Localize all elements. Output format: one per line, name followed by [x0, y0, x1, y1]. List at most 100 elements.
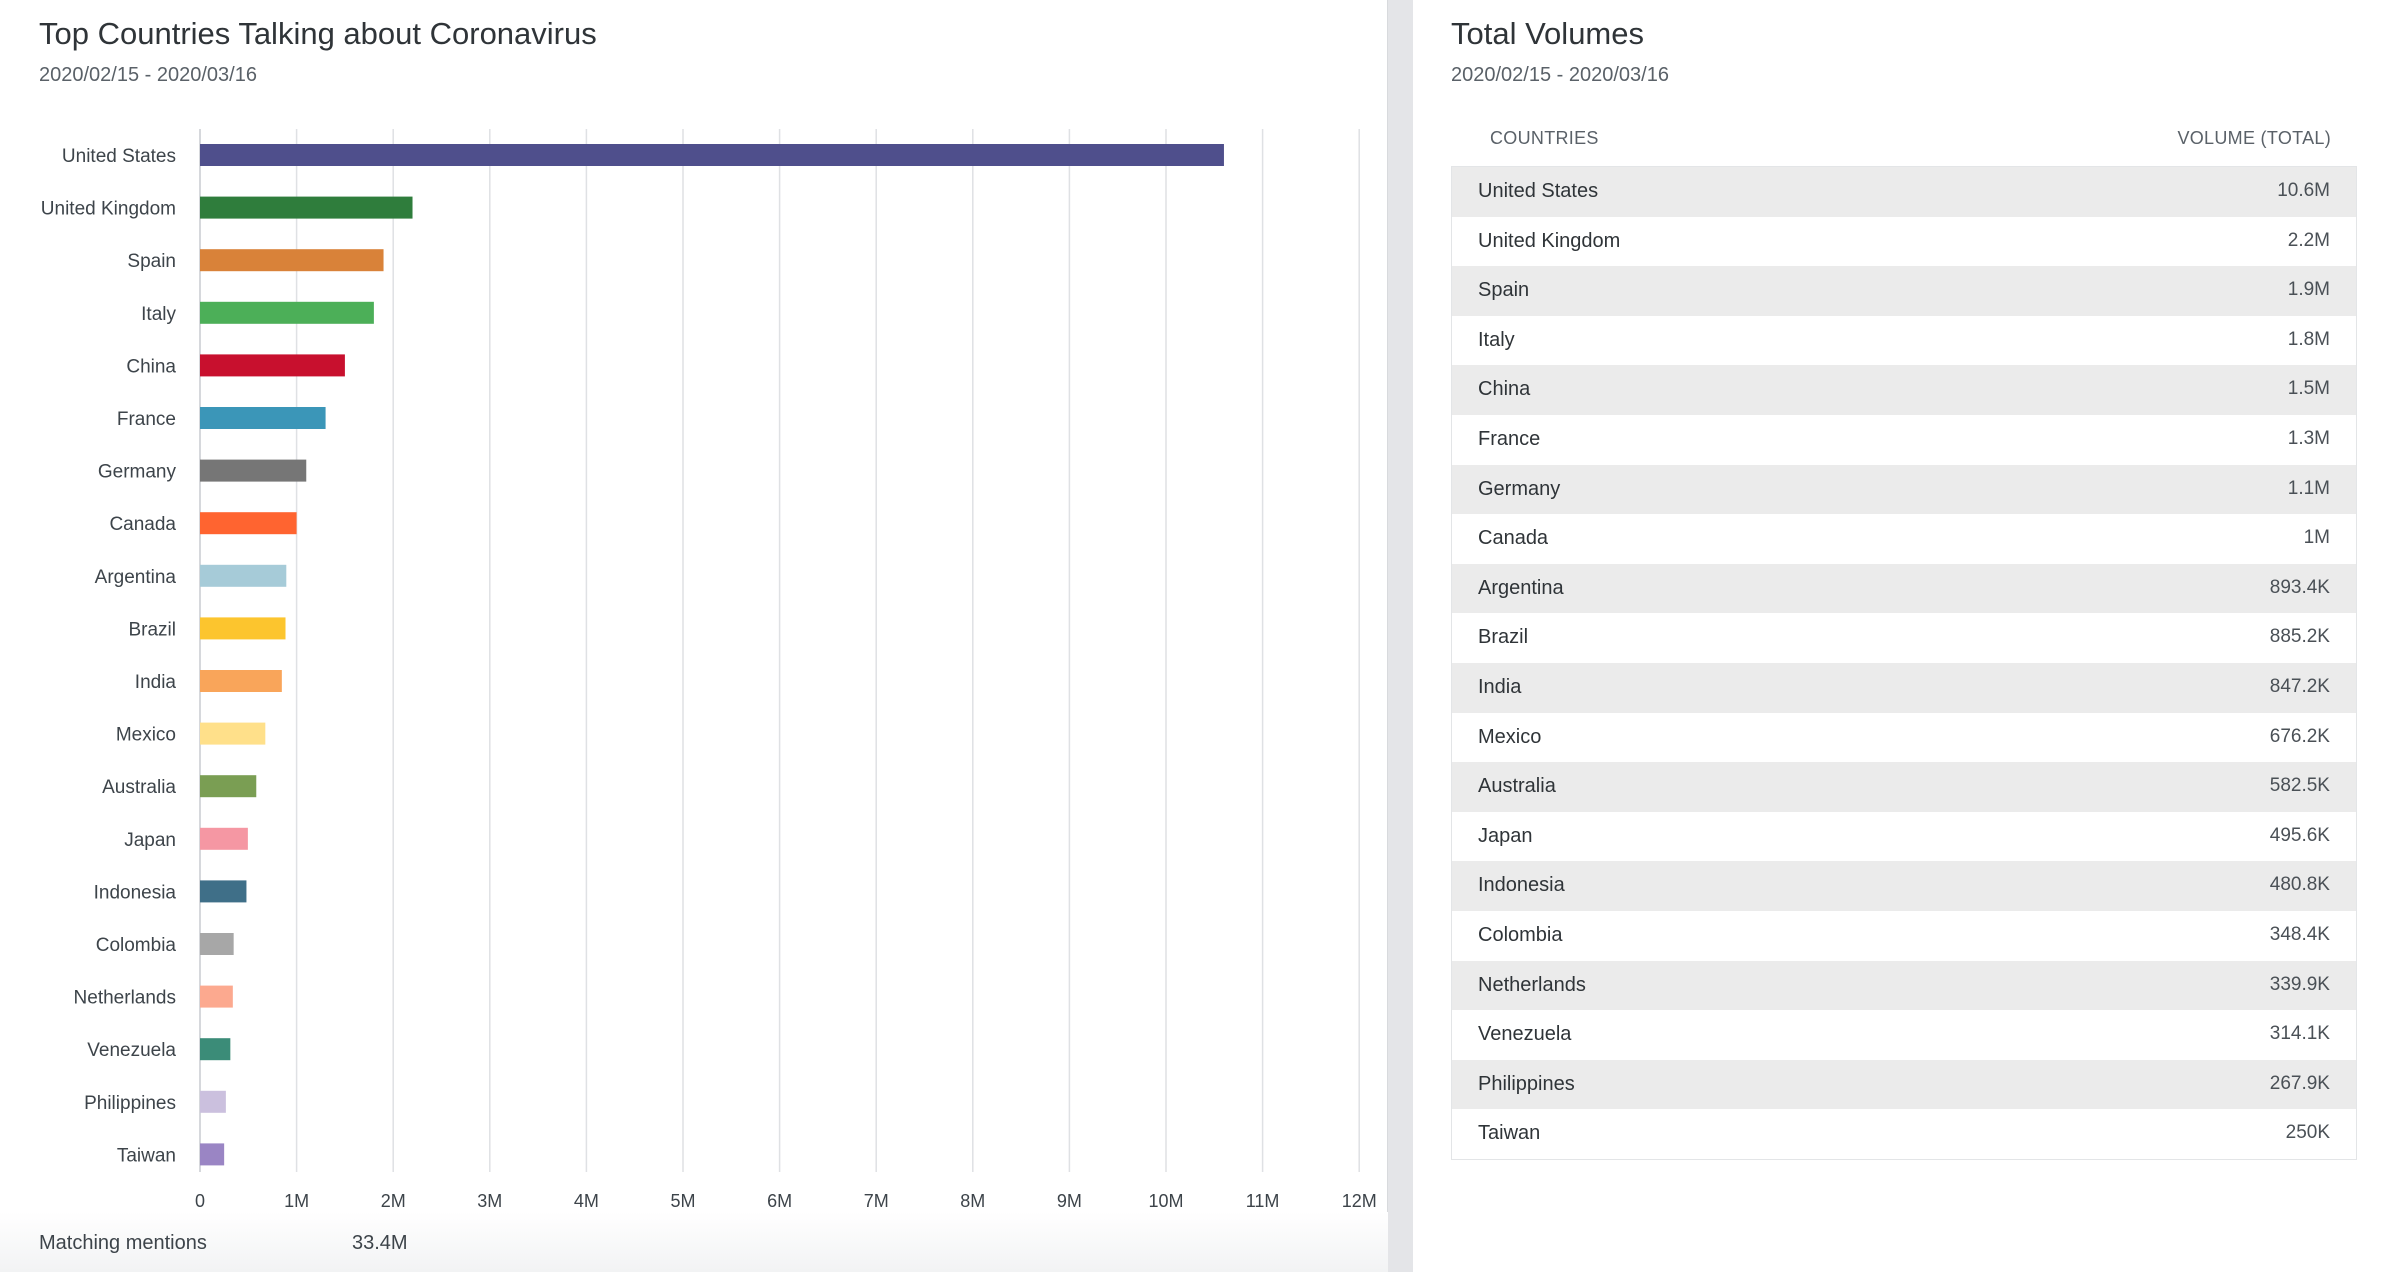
bar[interactable] [200, 670, 282, 692]
table-row[interactable]: Indonesia 480.8K [1452, 861, 2356, 911]
country-name: Philippines [1478, 1072, 1575, 1095]
country-name: United States [1478, 180, 1599, 202]
table-row[interactable]: Venezuela 314.1K [1452, 1010, 2356, 1060]
chart-panel: Top Countries Talking about Coronavirus … [0, 0, 1388, 1272]
bar[interactable] [200, 301, 374, 324]
bar-chart: 0 1M 2M 3M 4M 5M 6M 7M 8M 9M 10M 11M 12M United State… [41, 129, 1377, 1211]
bar[interactable] [200, 880, 247, 903]
table-row[interactable]: China 1.5M [1452, 365, 2356, 415]
category-label: Indonesia [94, 882, 177, 903]
country-volume: 676.2K [2269, 725, 2330, 747]
table-row[interactable]: United Kingdom 2.2M [1452, 216, 2356, 267]
country-name: Indonesia [1478, 874, 1565, 897]
x-tick-label: 2M [381, 1191, 406, 1211]
category-label: United States [62, 146, 176, 167]
table-row[interactable]: Brazil 885.2K [1452, 613, 2356, 663]
category-label: Italy [141, 304, 176, 325]
country-name: Venezuela [1478, 1023, 1572, 1046]
column-header-countries[interactable]: COUNTRIES [1490, 128, 1599, 148]
country-name: China [1478, 378, 1531, 401]
table-row[interactable]: Canada 1M [1452, 514, 2356, 564]
bar[interactable] [200, 722, 266, 745]
country-volume: 348.4K [2269, 923, 2330, 945]
bar[interactable] [200, 933, 234, 955]
table-row[interactable]: Japan 495.6K [1452, 811, 2356, 862]
bar[interactable] [200, 617, 286, 640]
bar[interactable] [200, 1090, 226, 1113]
volumes-date-range: 2020/02/15 - 2020/03/16 [1451, 64, 1669, 86]
chart-title: Top Countries Talking about Coronavirus [39, 16, 597, 51]
country-name: Japan [1478, 824, 1533, 847]
bar[interactable] [200, 144, 1224, 166]
country-volume: 893.4K [2269, 576, 2330, 598]
table-row[interactable]: Germany 1.1M [1452, 464, 2356, 515]
country-volume: 1M [2303, 527, 2330, 549]
x-tick-label: 7M [864, 1191, 889, 1211]
table-row[interactable]: Netherlands 339.9K [1452, 960, 2356, 1011]
bar[interactable] [200, 1038, 231, 1061]
table-row[interactable]: Philippines 267.9K [1452, 1059, 2356, 1110]
bar[interactable] [200, 407, 326, 429]
category-label: Taiwan [117, 1145, 176, 1166]
bar[interactable] [200, 512, 297, 535]
country-name: Mexico [1478, 725, 1542, 748]
category-label: India [135, 672, 177, 693]
category-label: Mexico [116, 725, 176, 746]
bar[interactable] [200, 985, 233, 1008]
volumes-panel: Total Volumes 2020/02/15 - 2020/03/16 CO… [1413, 0, 2394, 1272]
table-row[interactable]: Colombia 348.4K [1452, 910, 2356, 961]
x-tick-label: 10M [1148, 1191, 1183, 1211]
country-name: Brazil [1478, 626, 1529, 649]
table-row[interactable]: India 847.2K [1452, 662, 2356, 713]
x-tick-label: 12M [1342, 1191, 1377, 1211]
column-header-volume[interactable]: VOLUME (TOTAL) [2177, 128, 2331, 148]
bar[interactable] [200, 827, 248, 850]
matching-mentions-label: Matching mentions [39, 1232, 207, 1254]
category-label: Germany [98, 462, 177, 483]
table-header: COUNTRIES VOLUME (TOTAL) [1451, 118, 2357, 166]
country-volume: 339.9K [2269, 973, 2330, 995]
country-volume: 314.1K [2269, 1023, 2330, 1045]
bar[interactable] [200, 564, 287, 587]
country-volume: 250K [2285, 1122, 2330, 1144]
table-row[interactable]: United States 10.6M [1452, 167, 2356, 217]
table-row[interactable]: France 1.3M [1452, 414, 2356, 465]
x-tick-label: 5M [670, 1191, 695, 1211]
country-name: Netherlands [1478, 973, 1586, 996]
x-tick-label: 1M [284, 1191, 309, 1211]
country-name: Italy [1478, 328, 1515, 351]
country-volume: 1.5M [2287, 378, 2330, 400]
country-name: India [1478, 675, 1522, 698]
bar[interactable] [200, 459, 307, 482]
country-volume: 10.6M [2277, 180, 2330, 201]
table-row[interactable]: Spain 1.9M [1452, 266, 2356, 316]
x-tick-label: 0 [195, 1191, 205, 1211]
x-tick-label: 4M [574, 1191, 599, 1211]
table-row[interactable]: Mexico 676.2K [1452, 712, 2356, 763]
country-name: Argentina [1478, 576, 1564, 599]
table-row[interactable]: Italy 1.8M [1452, 315, 2356, 366]
chart-date-range: 2020/02/15 - 2020/03/16 [39, 64, 257, 86]
bar[interactable] [200, 354, 345, 377]
category-label: Colombia [96, 935, 177, 956]
bar[interactable] [200, 249, 384, 272]
country-volume: 885.2K [2269, 626, 2330, 648]
table-row[interactable]: Australia 582.5K [1452, 762, 2356, 812]
matching-mentions-value: 33.4M [352, 1232, 408, 1254]
category-label: Japan [124, 830, 176, 851]
country-volume: 1.9M [2287, 279, 2330, 301]
x-tick-label: 6M [767, 1191, 792, 1211]
x-tick-label: 11M [1246, 1191, 1280, 1211]
table-row[interactable]: Argentina 893.4K [1452, 563, 2356, 614]
country-name: Canada [1478, 527, 1549, 550]
country-volume: 2.2M [2287, 229, 2330, 251]
country-volume: 582.5K [2269, 775, 2330, 797]
bar[interactable] [200, 1143, 225, 1166]
category-label: Philippines [84, 1093, 176, 1114]
bar[interactable] [200, 196, 413, 219]
country-name: Colombia [1478, 923, 1563, 946]
x-tick-label: 8M [960, 1191, 985, 1211]
bar[interactable] [200, 775, 257, 798]
country-volume: 480.8K [2269, 874, 2330, 896]
table-row[interactable]: Taiwan 250K [1452, 1109, 2356, 1159]
